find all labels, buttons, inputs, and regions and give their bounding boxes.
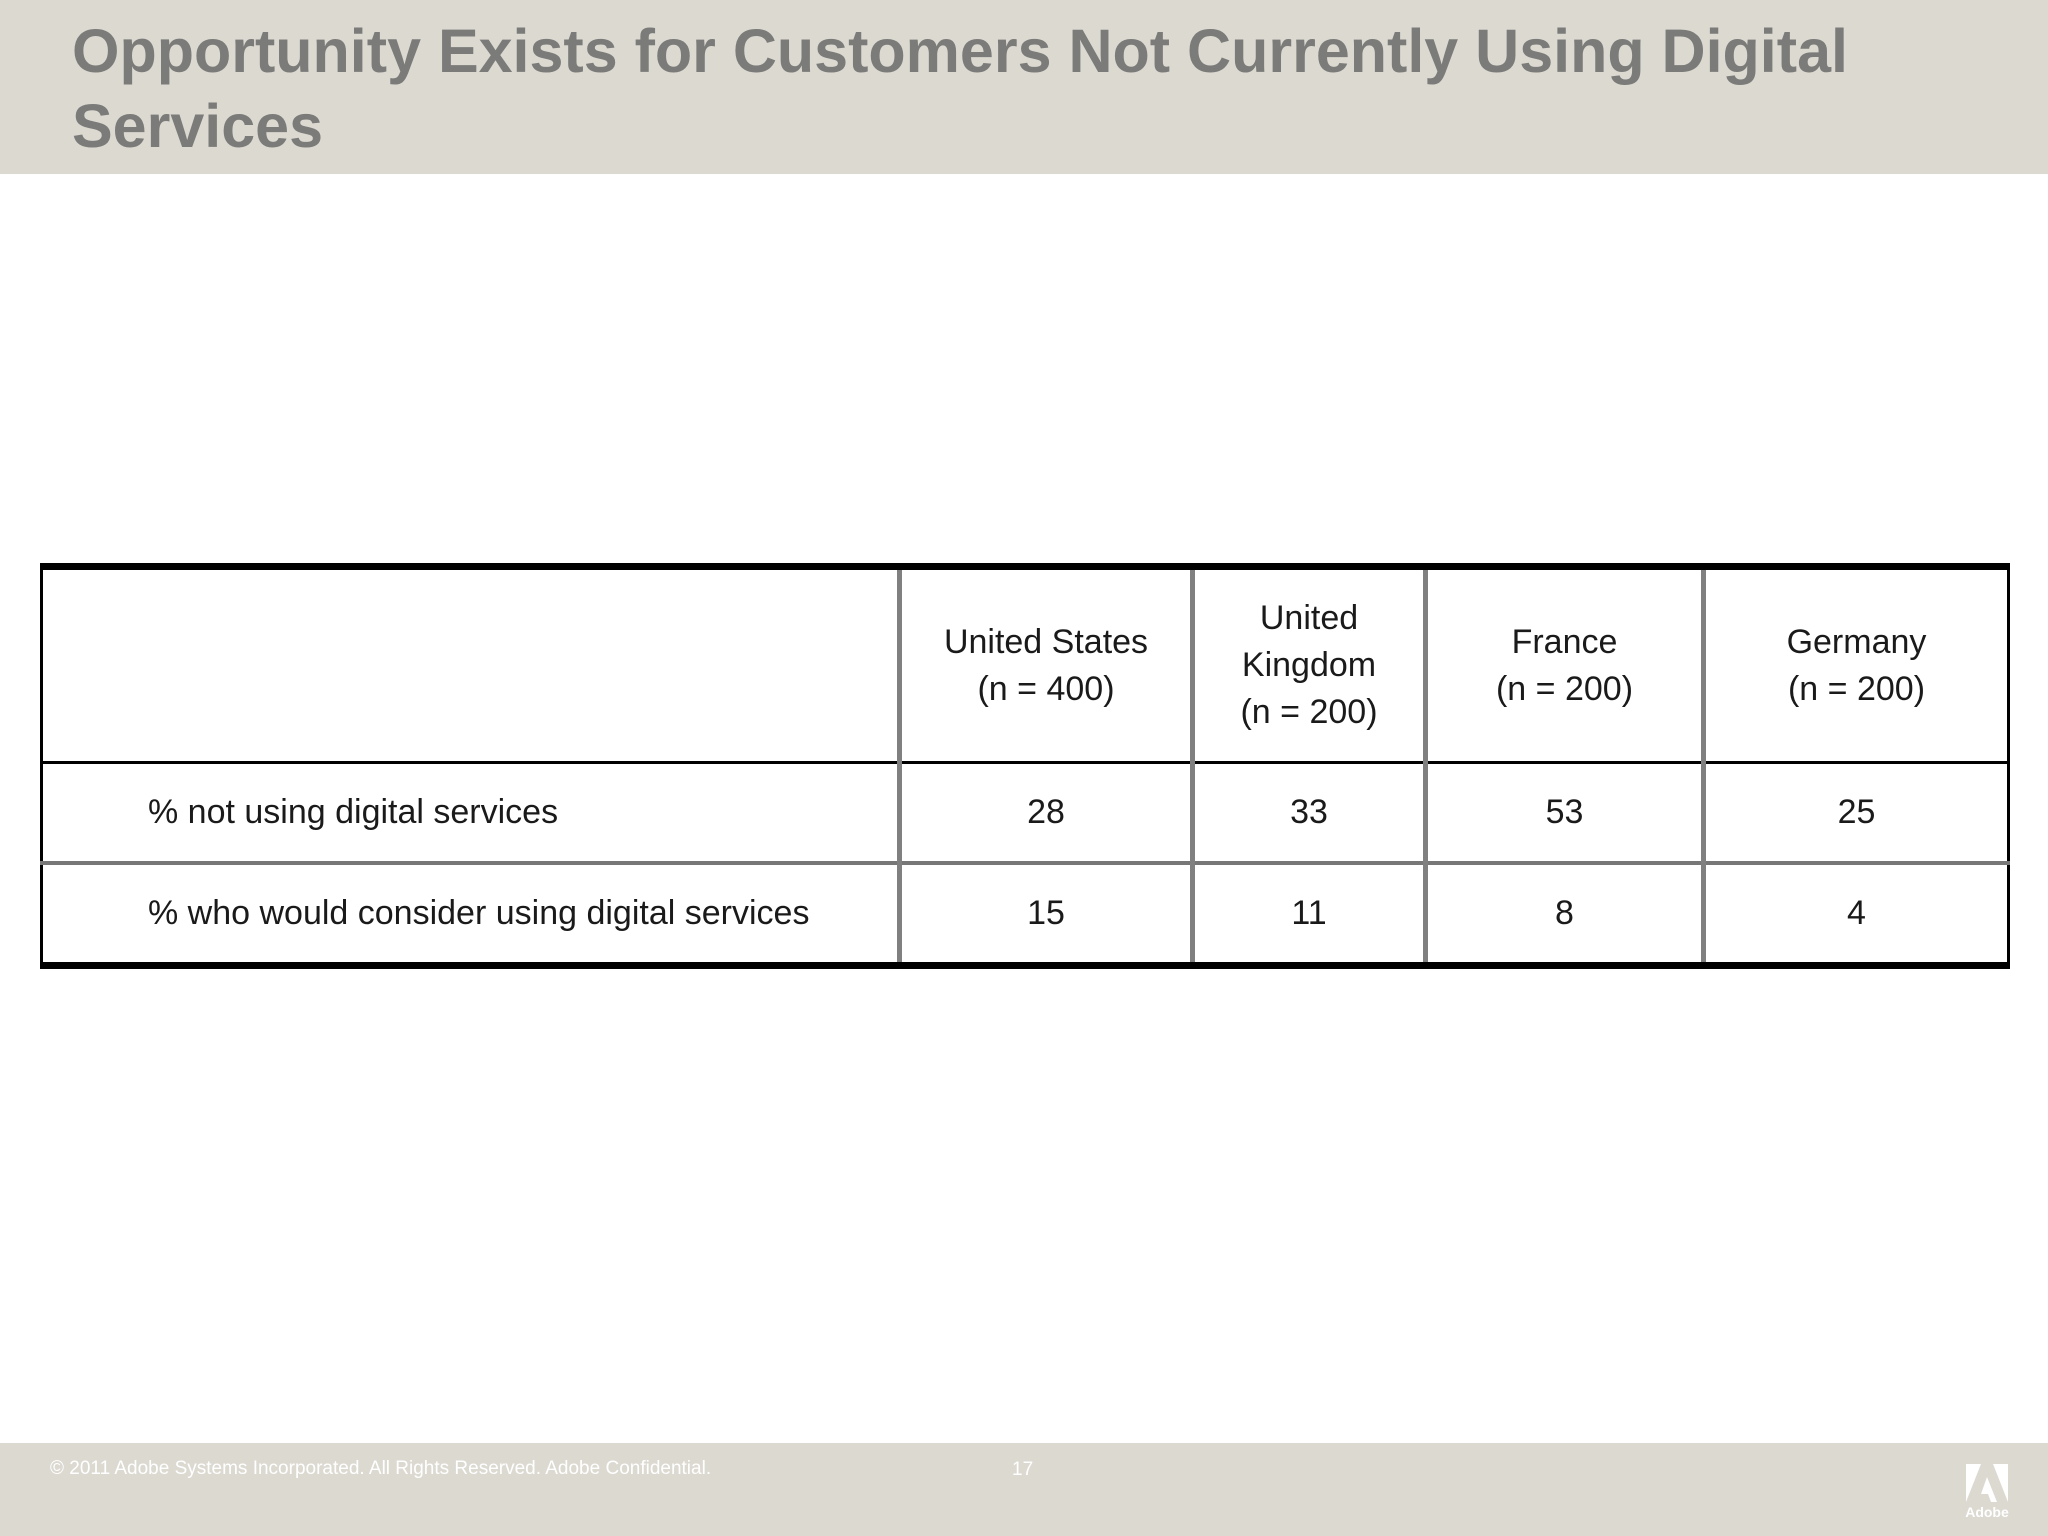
column-header-united-states: United States (n = 400)	[897, 566, 1193, 764]
table-cell: 33	[1190, 762, 1426, 865]
column-header-united-kingdom: United Kingdom (n = 200)	[1190, 566, 1426, 764]
column-header-sample-size: (n = 200)	[1787, 669, 1926, 708]
header-corner-cell	[41, 566, 900, 764]
table-header-row: United States (n = 400) United Kingdom (…	[41, 566, 2009, 764]
survey-table: United States (n = 400) United Kingdom (…	[40, 563, 2010, 969]
column-header-name: United	[1259, 599, 1359, 637]
table-row: % not using digital services 28 33 53 25	[41, 762, 2009, 865]
title-bar: Opportunity Exists for Customers Not Cur…	[0, 0, 2048, 174]
slide-title: Opportunity Exists for Customers Not Cur…	[72, 17, 1848, 160]
adobe-logo-icon	[1966, 1464, 2008, 1502]
column-header-sample-size: (n = 200)	[1495, 669, 1634, 708]
copyright-notice: © 2011 Adobe Systems Incorporated. All R…	[50, 1458, 712, 1479]
row-label: % who would consider using digital servi…	[148, 894, 810, 932]
table-cell: 11	[1190, 863, 1426, 966]
column-header-sample-size: (n = 200)	[1240, 693, 1378, 731]
row-label: % not using digital services	[41, 762, 900, 865]
table-cell: 15	[897, 863, 1193, 966]
page-number: 17	[1012, 1459, 1034, 1480]
column-header-name: United States	[943, 622, 1149, 661]
column-header-name: Kingdom	[1241, 646, 1377, 684]
table-cell: 28	[897, 762, 1193, 865]
table-cell: 4	[1701, 863, 2009, 966]
table-cell: 25	[1701, 762, 2009, 865]
footer-bar	[0, 1443, 2048, 1536]
column-header-germany: Germany (n = 200)	[1701, 566, 2009, 764]
column-header-name: France	[1511, 622, 1618, 661]
column-header-france: France (n = 200)	[1423, 566, 1704, 764]
table-row: % who would consider using digital servi…	[42, 863, 2009, 966]
table-cell: 53	[1423, 762, 1704, 865]
logo-wordmark: Adobe	[1965, 1504, 2009, 1520]
column-header-name: Germany	[1786, 622, 1927, 661]
column-header-sample-size: (n = 400)	[977, 669, 1115, 708]
table-cell: 8	[1423, 863, 1704, 966]
